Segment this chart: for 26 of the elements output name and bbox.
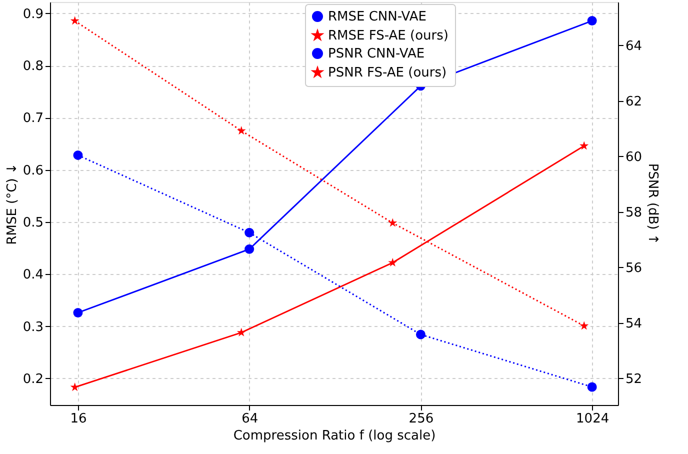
legend-label: RMSE CNN-VAE bbox=[328, 10, 426, 24]
x-tick-label: 16 bbox=[70, 412, 87, 426]
y2-tick-label: 60 bbox=[626, 150, 642, 165]
legend-label: PSNR FS-AE (ours) bbox=[328, 66, 447, 80]
legend-label: RMSE FS-AE (ours) bbox=[328, 28, 448, 44]
y2-tick-label: 54 bbox=[626, 316, 642, 332]
legend-label: PSNR CNN-VAE bbox=[328, 46, 425, 62]
x-tick-label: 1024 bbox=[576, 412, 610, 426]
y-tick-label: 0.5 bbox=[22, 216, 44, 231]
y2-axis-title: PSNR (dB) ↑ bbox=[645, 163, 660, 245]
y-tick-label: 0.8 bbox=[22, 59, 44, 74]
y-axis-title: RMSE (°C) ↓ bbox=[4, 163, 20, 245]
y-tick-label: 0.2 bbox=[22, 372, 44, 387]
y2-tick-label: 56 bbox=[626, 260, 642, 276]
y2-tick-label: 62 bbox=[626, 94, 642, 110]
y-tick-label: 0.7 bbox=[22, 111, 44, 126]
y-tick-label: 0.4 bbox=[22, 268, 44, 283]
y2-tick-label: 52 bbox=[626, 372, 642, 387]
y2-tick-label: 58 bbox=[626, 205, 642, 220]
y-tick-label: 0.6 bbox=[22, 163, 44, 178]
y-tick-label: 0.3 bbox=[22, 320, 44, 335]
x-tick-label: 64 bbox=[242, 412, 258, 426]
y-tick-label: 0.9 bbox=[22, 6, 44, 22]
x-axis-title: Compression Ratio f (log scale) bbox=[233, 428, 436, 444]
x-tick-label: 256 bbox=[408, 412, 434, 426]
y2-tick-label: 64 bbox=[626, 38, 642, 54]
